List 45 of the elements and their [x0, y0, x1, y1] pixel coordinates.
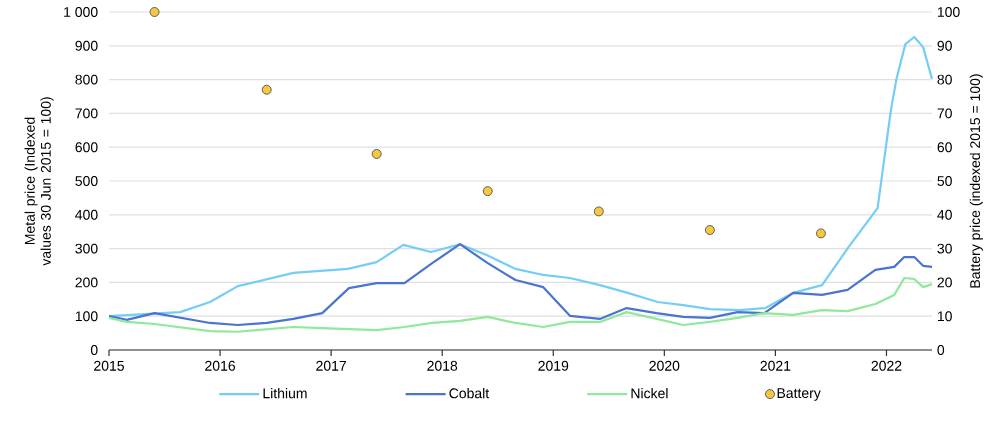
- y-axis-title: Metal price (Indexed values 30 Jun 2015 = 100): [24, 97, 54, 266]
- legend-label: Nickel: [631, 387, 668, 399]
- x-tick-label: 2018: [427, 360, 458, 371]
- x-tick-label: 2017: [316, 360, 346, 371]
- point: [482, 186, 493, 197]
- y-tick-label: 600: [75, 142, 98, 153]
- y2-tick-label: 0: [937, 345, 945, 355]
- y2-tick-label: 30: [937, 243, 952, 254]
- y-tick-label: 1 000: [64, 7, 98, 17]
- y2-tick-label: 40: [937, 209, 952, 220]
- y-tick-label: 100: [75, 311, 98, 322]
- y-tick-label: 0: [90, 345, 98, 355]
- y2-tick-label: 50: [937, 176, 952, 186]
- line-series: [107, 243, 934, 327]
- x-tick-label: 2019: [538, 360, 569, 371]
- y2-tick-label: 10: [937, 311, 952, 322]
- y2-tick-label: 70: [937, 108, 952, 119]
- x-tick-label: 2022: [871, 360, 902, 371]
- point: [816, 228, 826, 239]
- y2-tick-label: 80: [937, 74, 952, 85]
- x-tick-label: 2020: [649, 360, 680, 371]
- x-tick-label: 2016: [205, 360, 236, 371]
- y-tick-label: 800: [75, 74, 98, 85]
- y2-tick-label: 60: [937, 142, 952, 153]
- y2-tick-label: 90: [937, 40, 952, 51]
- y2-axis-title: Battery price (indexed 2015 = 100): [969, 74, 983, 288]
- point: [593, 206, 604, 217]
- point: [149, 7, 160, 17]
- legend-label: Battery: [777, 388, 821, 401]
- x-tick-label: 2015: [94, 360, 124, 371]
- legend-label: Lithium: [263, 387, 307, 399]
- y-tick-label: 200: [75, 277, 98, 288]
- y2-tick-label: 100: [937, 7, 960, 17]
- y-tick-label: 300: [75, 243, 98, 254]
- y-tick-label: 700: [75, 108, 98, 119]
- y-tick-label: 400: [75, 209, 98, 220]
- legend-label: Cobalt: [449, 387, 490, 399]
- y2-tick-label: 20: [937, 277, 952, 288]
- y-tick-label: 900: [75, 40, 98, 51]
- x-tick-label: 2021: [760, 360, 791, 371]
- line-series: [107, 276, 934, 333]
- point: [261, 84, 272, 95]
- point: [704, 225, 715, 235]
- y-tick-label: 500: [75, 176, 98, 186]
- point: [371, 149, 382, 159]
